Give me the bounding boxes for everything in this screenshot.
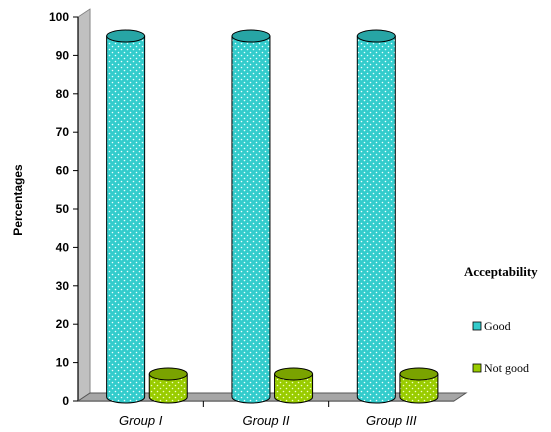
y-tick-label: 20: [56, 317, 70, 331]
x-tick-label: Group I: [119, 413, 163, 428]
y-tick-label: 50: [56, 202, 70, 216]
bar-top: [106, 29, 146, 43]
bar-top: [356, 29, 396, 43]
y-ticks: 0 10 20 30 40 50 60 70 80 90 100: [49, 10, 330, 408]
bar-body: [274, 373, 314, 404]
y-tick-label: 100: [49, 10, 69, 24]
y-tick-label: 10: [56, 356, 70, 370]
bars: [106, 29, 439, 404]
bar-not-good-3: [399, 367, 439, 404]
legend: Acceptability Good Not good: [464, 264, 538, 375]
y-tick-label: 40: [56, 240, 70, 254]
legend-swatch-not-good: [472, 363, 482, 373]
side-wall: [77, 8, 91, 402]
bar-top: [231, 29, 271, 43]
y-axis-title: Percentages: [11, 164, 25, 236]
bar-body: [106, 35, 146, 404]
y-tick-label: 60: [56, 164, 70, 178]
bar-not-good-2: [274, 367, 314, 404]
bar-top: [274, 367, 314, 381]
legend-title: Acceptability: [464, 264, 538, 279]
x-tick-labels: Group I Group II Group III: [119, 413, 417, 428]
bar-body: [231, 35, 271, 404]
y-tick-label: 70: [56, 125, 70, 139]
legend-swatch-good: [472, 321, 482, 331]
bar-good-2: [231, 29, 271, 404]
bar-top: [148, 367, 188, 381]
bar-body: [399, 373, 439, 404]
y-tick-label: 30: [56, 279, 70, 293]
x-tick-label: Group III: [366, 413, 417, 428]
y-tick-label: 0: [62, 394, 69, 408]
legend-label-not-good: Not good: [484, 361, 529, 375]
bar-good-1: [106, 29, 146, 404]
bar-not-good-1: [148, 367, 188, 404]
bar-good-3: [356, 29, 396, 404]
y-tick-label: 80: [56, 87, 70, 101]
bar-body: [356, 35, 396, 404]
bar-top: [399, 367, 439, 381]
x-tick-label: Group II: [243, 413, 290, 428]
bar-body: [148, 373, 188, 404]
legend-label-good: Good: [484, 319, 511, 333]
y-tick-label: 90: [56, 48, 70, 62]
